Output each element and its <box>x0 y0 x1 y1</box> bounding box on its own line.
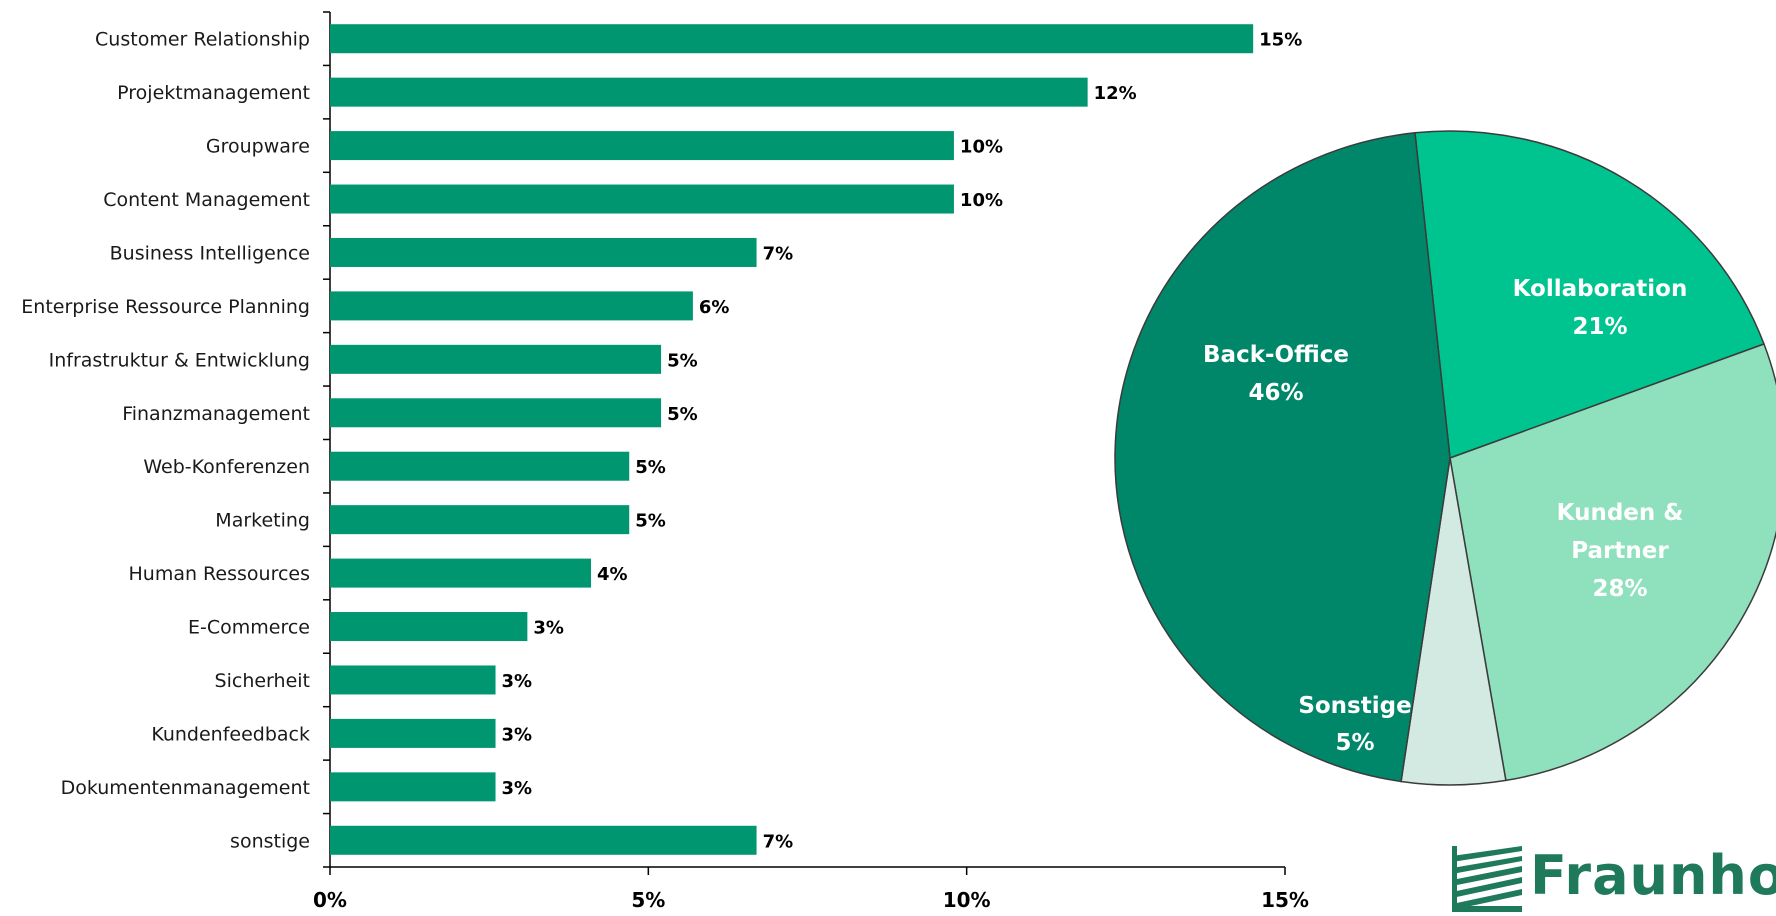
value-label: 5% <box>667 350 698 371</box>
bar-3 <box>330 184 954 214</box>
category-label: Finanzmanagement <box>122 403 310 425</box>
x-tick-label: 5% <box>631 888 665 912</box>
category-label: Infrastruktur & Entwicklung <box>49 349 310 371</box>
bar-12 <box>330 665 496 695</box>
category-label: E-Commerce <box>188 617 310 639</box>
x-tick-label: 15% <box>1261 888 1309 912</box>
category-label: Projektmanagement <box>117 82 310 104</box>
pie-label: Back-Office <box>1203 342 1349 368</box>
value-label: 3% <box>502 778 533 799</box>
bar-1 <box>330 77 1088 107</box>
category-label: Web-Konferenzen <box>143 456 310 478</box>
bar-13 <box>330 718 496 748</box>
value-label: 15% <box>1259 30 1302 51</box>
pie-label: Kunden & <box>1557 500 1684 526</box>
pie-label: Kollaboration <box>1513 276 1688 302</box>
value-label: 5% <box>635 457 666 478</box>
pie-label: Sonstige <box>1298 693 1411 719</box>
category-label: Kundenfeedback <box>151 723 310 745</box>
fraunhofer-logo-stripes-icon <box>1452 846 1522 912</box>
category-label: Human Ressources <box>129 563 311 585</box>
value-label: 3% <box>533 618 564 639</box>
bar-15 <box>330 825 757 855</box>
value-label: 4% <box>597 564 628 585</box>
bar-5 <box>330 291 693 321</box>
bar-8 <box>330 451 630 481</box>
category-label: Business Intelligence <box>110 242 310 264</box>
bar-7 <box>330 398 662 428</box>
pie-slice-kunden-partner <box>1449 343 1776 782</box>
value-label: 7% <box>763 831 794 852</box>
category-label: Dokumentenmanagement <box>61 777 310 799</box>
value-label: 10% <box>960 190 1003 211</box>
value-label: 5% <box>667 404 698 425</box>
value-label: 3% <box>502 671 533 692</box>
pie-slice-back-office <box>1114 131 1451 783</box>
value-label: 12% <box>1094 83 1137 104</box>
bar-4 <box>330 237 757 267</box>
value-label: 7% <box>763 243 794 264</box>
bar-0 <box>330 24 1254 54</box>
bar-2 <box>330 131 954 161</box>
pie-label: Partner <box>1571 538 1669 564</box>
x-tick-label: 10% <box>943 888 991 912</box>
category-label: Marketing <box>215 510 310 532</box>
bar-14 <box>330 772 496 802</box>
fraunhofer-logo: Fraunhof <box>1452 846 1776 916</box>
category-label: Groupware <box>206 136 310 158</box>
category-label: Enterprise Ressource Planning <box>21 296 310 318</box>
category-label: Content Management <box>103 189 310 211</box>
pie-label: 28% <box>1592 576 1647 602</box>
value-label: 10% <box>960 137 1003 158</box>
bar-9 <box>330 505 630 535</box>
bar-11 <box>330 612 528 642</box>
bar-6 <box>330 344 662 374</box>
value-label: 6% <box>699 297 730 318</box>
pie-label: 46% <box>1248 380 1303 406</box>
pie-label: 5% <box>1335 730 1374 756</box>
logo-text: Fraunhof <box>1530 844 1776 907</box>
category-label: sonstige <box>230 830 310 852</box>
category-label: Customer Relationship <box>95 29 310 51</box>
pie-label: 21% <box>1572 314 1627 340</box>
x-tick-label: 0% <box>313 888 347 912</box>
value-label: 5% <box>635 511 666 532</box>
category-label: Sicherheit <box>215 670 310 692</box>
bar-10 <box>330 558 592 588</box>
value-label: 3% <box>502 724 533 745</box>
pie-slice-kollaboration <box>1414 130 1765 460</box>
